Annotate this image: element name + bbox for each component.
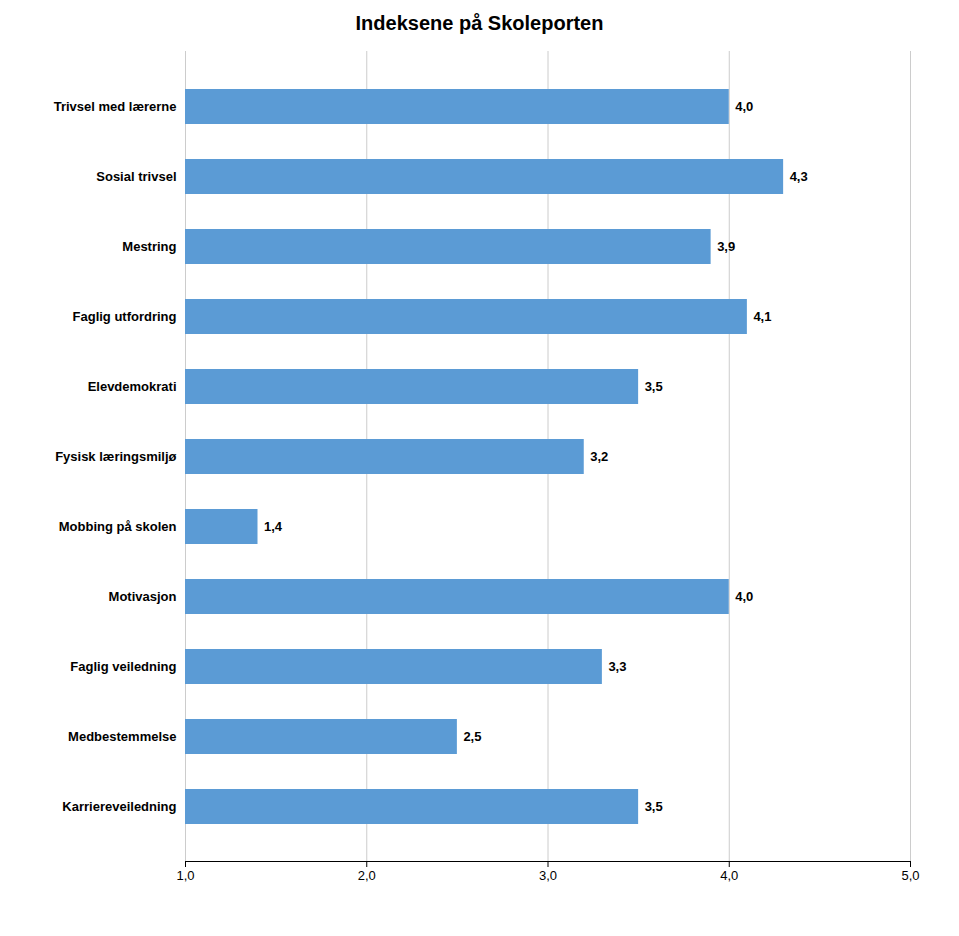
svg-text:3,9: 3,9 — [717, 239, 735, 254]
svg-text:1,4: 1,4 — [264, 519, 283, 534]
svg-text:Elevdemokrati: Elevdemokrati — [87, 379, 176, 394]
svg-text:Fysisk læringsmiljø: Fysisk læringsmiljø — [55, 449, 176, 464]
svg-text:Sosial trivsel: Sosial trivsel — [96, 169, 176, 184]
svg-text:3,5: 3,5 — [644, 799, 662, 814]
svg-text:Mestring: Mestring — [122, 239, 176, 254]
svg-text:3,2: 3,2 — [590, 449, 608, 464]
svg-text:Trivsel med lærerne: Trivsel med lærerne — [53, 99, 176, 114]
svg-text:3,5: 3,5 — [644, 379, 662, 394]
svg-text:4,0: 4,0 — [735, 99, 753, 114]
svg-text:Faglig veiledning: Faglig veiledning — [70, 659, 176, 674]
svg-text:4,3: 4,3 — [789, 169, 807, 184]
svg-text:1,0: 1,0 — [176, 868, 194, 883]
svg-text:2,5: 2,5 — [463, 729, 481, 744]
svg-text:Mobbing på skolen: Mobbing på skolen — [58, 519, 176, 534]
svg-text:Faglig utfordring: Faglig utfordring — [72, 309, 176, 324]
svg-text:4,0: 4,0 — [720, 868, 738, 883]
svg-text:Motivasjon: Motivasjon — [108, 589, 176, 604]
svg-text:4,0: 4,0 — [735, 589, 753, 604]
svg-text:3,0: 3,0 — [538, 868, 556, 883]
svg-text:Karriereveiledning: Karriereveiledning — [62, 799, 176, 814]
svg-text:2,0: 2,0 — [357, 868, 375, 883]
svg-text:Medbestemmelse: Medbestemmelse — [68, 729, 176, 744]
svg-text:4,1: 4,1 — [753, 309, 771, 324]
html-text:Indeksene på Skoleporten: Indeksene på Skoleporten — [355, 12, 604, 34]
svg-text:3,3: 3,3 — [608, 659, 626, 674]
svg-text:5,0: 5,0 — [901, 868, 919, 883]
